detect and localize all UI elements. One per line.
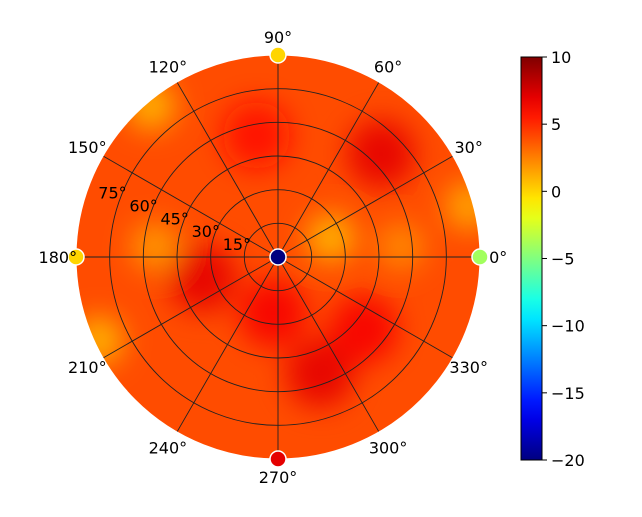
colorbar-tick-label: 5	[551, 115, 561, 134]
data-marker	[269, 46, 287, 64]
angular-gridline	[176, 256, 279, 433]
angular-tick-label: 60°	[374, 57, 402, 76]
angular-gridline	[102, 155, 279, 258]
radial-tick-label: 60°	[129, 196, 157, 215]
angular-gridline	[102, 256, 279, 359]
angular-tick-label: 270°	[259, 468, 298, 487]
heatmap-hotspot	[286, 338, 355, 407]
angular-gridline	[176, 81, 279, 258]
tick-labels: 0° 30° 60° 90° 120° 150° 180° 210° 240° 270° 300° 3…	[39, 28, 508, 487]
angular-tick-label: 300°	[369, 439, 408, 458]
angular-tick-label: 30°	[455, 138, 483, 157]
radial-tick-label: 45°	[161, 209, 189, 228]
angular-gridline	[277, 81, 380, 258]
point-markers	[67, 46, 489, 468]
angular-gridline	[277, 256, 380, 433]
heatmap-coolspot	[376, 222, 425, 271]
data-marker	[269, 248, 287, 266]
data-marker	[269, 450, 287, 468]
radial-tick-label: 15°	[223, 235, 251, 254]
angular-gridline	[277, 256, 454, 359]
colorbar-tick-label: −5	[551, 250, 575, 269]
heatmap-hotspot	[239, 278, 308, 347]
angular-tick-label: 330°	[449, 358, 488, 377]
angular-tick-label: 150°	[68, 138, 107, 157]
colorbar: 10 5 0 −5 −10 −15 −20	[520, 48, 585, 470]
angular-tick-label: 180°	[39, 248, 78, 267]
data-marker	[471, 248, 489, 266]
colorbar-tick-label: −20	[551, 451, 585, 470]
angular-tick-label: 240°	[149, 439, 188, 458]
heatmap-coolspot	[444, 181, 480, 230]
angular-tick-label: 120°	[149, 57, 188, 76]
colorbar-tick-label: −15	[551, 384, 585, 403]
radial-tick-label: 30°	[192, 222, 220, 241]
colorbar-tick-label: 10	[551, 48, 571, 67]
heatmap-coolspot	[131, 222, 180, 271]
heatmap-hotspot	[329, 295, 398, 364]
colorbar-tick-label: 0	[551, 182, 561, 201]
data-marker	[67, 248, 85, 266]
colorbar-gradient	[520, 56, 543, 461]
heatmap-coolspot	[127, 81, 176, 130]
angular-tick-label: 0°	[489, 248, 507, 267]
angular-gridline	[277, 155, 454, 258]
angular-tick-label: 210°	[68, 358, 107, 377]
heatmap-hotspot	[347, 119, 416, 188]
radial-tick-label: 75°	[98, 184, 126, 203]
heatmap-coolspot	[306, 213, 355, 262]
heatmap-blobs	[76, 81, 480, 407]
angular-tick-label: 90°	[264, 28, 292, 47]
heatmap-hotspot	[168, 243, 237, 312]
heatmap-hotspot	[222, 101, 291, 170]
colorbar-tick-label: −10	[551, 317, 585, 336]
